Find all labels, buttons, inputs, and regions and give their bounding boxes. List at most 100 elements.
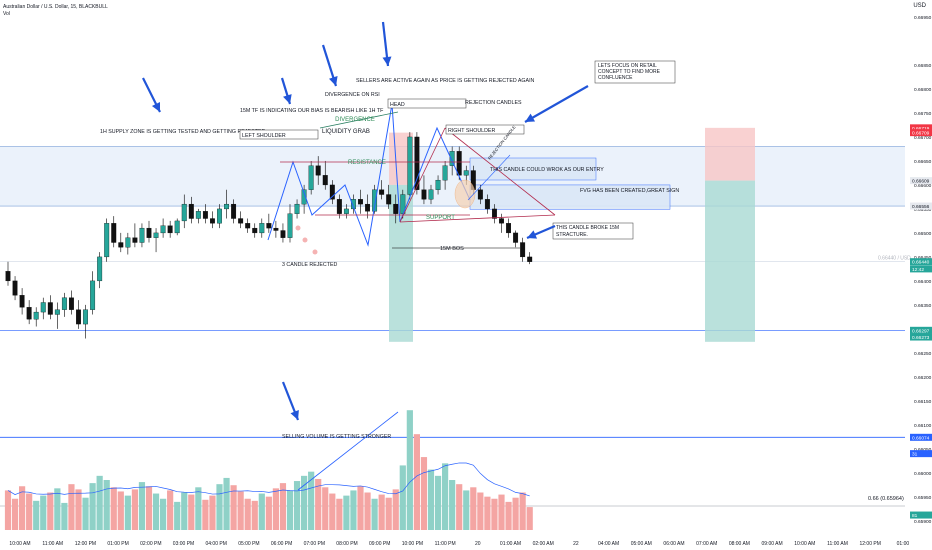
candle-body[interactable]: [217, 208, 222, 224]
candle-body[interactable]: [414, 136, 420, 190]
rejected-candle-dot: [302, 237, 308, 243]
candle-body[interactable]: [484, 199, 490, 210]
candle-body[interactable]: [252, 227, 258, 234]
candle-body[interactable]: [146, 227, 152, 238]
candle-body[interactable]: [111, 223, 117, 243]
volume-bar: [463, 490, 470, 530]
triangle-bottom-edge: [399, 214, 556, 223]
time-axis-label: 12:00 PM: [75, 541, 96, 547]
volume-bar: [456, 484, 463, 530]
candle-body[interactable]: [195, 211, 201, 219]
candle-body[interactable]: [350, 199, 356, 210]
candle-body[interactable]: [40, 302, 46, 313]
volume-bar: [484, 496, 491, 530]
volume-bar: [293, 481, 301, 530]
candle-body[interactable]: [160, 225, 166, 234]
candle-body[interactable]: [315, 165, 321, 176]
candle-body[interactable]: [287, 213, 293, 238]
candle-body[interactable]: [386, 194, 392, 205]
candle-body[interactable]: [181, 203, 187, 222]
entry-candle-label: THIS CANDLE COULD WROK AS OUR ENTRY: [490, 167, 604, 173]
volume-bar: [519, 492, 526, 530]
candle-body[interactable]: [5, 271, 11, 282]
price-tick-label: 0.66050: [914, 447, 932, 453]
time-axis-label: 11:00 PM: [435, 541, 456, 547]
rejected-candle-dot: [295, 225, 301, 231]
price-badge-label: 81: [912, 513, 918, 519]
candle-body[interactable]: [365, 203, 370, 212]
supply-zone-label: 1H SUPPLY ZONE IS GETTING TESTED AND GET…: [100, 129, 266, 135]
price-badge: [910, 333, 932, 341]
candle-body[interactable]: [167, 225, 173, 234]
candle-body[interactable]: [174, 220, 180, 234]
candle-body[interactable]: [153, 232, 159, 238]
candle-body[interactable]: [139, 227, 145, 243]
volume-bar: [96, 475, 103, 530]
candle-body[interactable]: [322, 175, 328, 186]
candle-body[interactable]: [421, 189, 427, 200]
candle-body[interactable]: [428, 189, 434, 200]
candle-body[interactable]: [118, 242, 124, 248]
time-axis-label: 11:00 AM: [827, 541, 848, 547]
candle-body[interactable]: [435, 179, 441, 190]
candle-body[interactable]: [224, 203, 229, 210]
candle-body[interactable]: [47, 302, 53, 315]
candle-body[interactable]: [393, 203, 399, 214]
candle-body[interactable]: [379, 189, 385, 195]
candle-body[interactable]: [513, 232, 519, 243]
candle-body[interactable]: [407, 136, 413, 195]
candle-body[interactable]: [54, 309, 60, 315]
volume-bar: [188, 494, 195, 530]
candle-body[interactable]: [301, 189, 307, 205]
price-tick-label: 0.66500: [914, 231, 932, 237]
candle-body[interactable]: [61, 297, 67, 310]
candle-body[interactable]: [499, 218, 504, 224]
candle-body[interactable]: [273, 227, 279, 231]
currency-button[interactable]: USD: [913, 3, 926, 9]
candle-body[interactable]: [477, 189, 483, 200]
candle-body[interactable]: [26, 307, 32, 320]
candle-body[interactable]: [90, 280, 96, 310]
candle-body[interactable]: [506, 223, 511, 234]
candle-body[interactable]: [294, 203, 300, 214]
candle-body[interactable]: [97, 256, 103, 282]
candle-body[interactable]: [442, 165, 448, 181]
candle-body[interactable]: [188, 203, 194, 219]
candle-body[interactable]: [132, 237, 138, 243]
candle-body[interactable]: [209, 218, 215, 224]
candle-body[interactable]: [308, 165, 314, 190]
volume-bar: [399, 465, 406, 530]
candle-body[interactable]: [329, 184, 335, 200]
candle-body[interactable]: [231, 203, 237, 219]
candle-body[interactable]: [520, 242, 526, 258]
candle-body[interactable]: [238, 218, 244, 224]
candle-body[interactable]: [69, 297, 74, 310]
retail-label-2: CONCEPT TO FIND MORE: [598, 69, 661, 75]
candle-body[interactable]: [202, 211, 208, 219]
candle-body[interactable]: [266, 223, 272, 229]
candle-body[interactable]: [245, 223, 251, 229]
candle-body[interactable]: [125, 237, 131, 248]
candle-body[interactable]: [449, 151, 455, 166]
candle-body[interactable]: [83, 309, 88, 325]
candle-body[interactable]: [336, 199, 342, 214]
candle-body[interactable]: [12, 280, 18, 296]
candle-body[interactable]: [491, 208, 497, 219]
volume-bar: [103, 480, 110, 530]
candle-body[interactable]: [358, 199, 363, 205]
candle-body[interactable]: [463, 170, 469, 176]
candle-body[interactable]: [372, 189, 378, 212]
bias-arrow-head: [283, 94, 292, 104]
candle-body[interactable]: [259, 223, 265, 234]
rejection-arrow: [467, 154, 511, 201]
candle-body[interactable]: [33, 311, 39, 320]
candle-body[interactable]: [343, 208, 349, 214]
candle-body[interactable]: [19, 295, 25, 308]
candle-body[interactable]: [527, 256, 533, 262]
candle-body[interactable]: [280, 230, 286, 238]
time-axis-label: 01:00 PM: [107, 541, 128, 547]
volume-bar: [19, 486, 26, 530]
candle-body[interactable]: [104, 223, 110, 258]
candle-body[interactable]: [76, 309, 81, 325]
